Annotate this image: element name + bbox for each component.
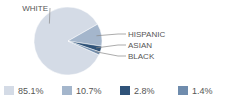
legend-swatch: [178, 86, 188, 95]
slice-label: BLACK: [128, 52, 155, 61]
slice-label: HISPANIC: [128, 30, 165, 39]
slice-label: WHITE: [22, 4, 48, 13]
legend-label: 10.7%: [76, 86, 102, 96]
leader-line: [96, 34, 126, 36]
leader-line: [95, 52, 126, 56]
pie-slice: [68, 41, 100, 55]
legend-label: 1.4%: [192, 86, 213, 96]
legend-swatch: [120, 86, 130, 95]
legend: 85.1% 10.7% 2.8% 1.4%: [4, 86, 213, 96]
slice-label: ASIAN: [128, 41, 152, 50]
legend-label: 85.1%: [18, 86, 44, 96]
labels: WHITE HISPANIC ASIAN BLACK: [22, 4, 165, 61]
pie: [34, 7, 102, 75]
legend-swatch: [62, 86, 72, 95]
chart: WHITE HISPANIC ASIAN BLACK 85.1% 10.7% 2.8% 1.4…: [0, 0, 240, 100]
leader-line: [96, 45, 126, 48]
legend-swatch: [4, 86, 14, 95]
legend-label: 2.8%: [134, 86, 155, 96]
leader-line: [49, 8, 51, 24]
